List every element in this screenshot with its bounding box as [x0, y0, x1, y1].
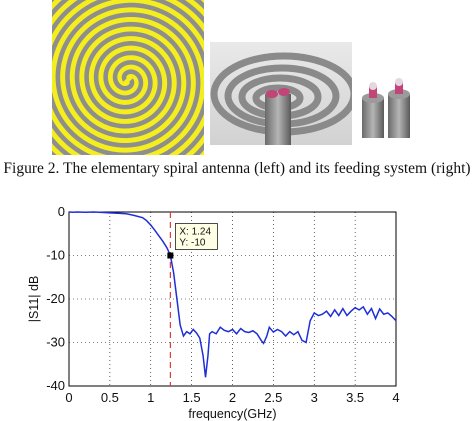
data-tip-x: X: 1.24: [179, 227, 211, 238]
coax-right-pin: [395, 82, 403, 94]
feed-pin-left: [266, 90, 278, 98]
plot-frame: [68, 211, 397, 387]
spiral-antenna-figure: [52, 0, 204, 155]
x-tick-label: 1.5: [183, 390, 201, 405]
feed-coax-bundle: [265, 94, 291, 145]
y-tick-labels: 0 -10 -20 -30 -40: [46, 204, 65, 393]
x-tick-labels: 0 0.5 1 1.5 2 2.5 3 3.5 4: [65, 390, 399, 405]
s11-chart: 0 0.5 1 1.5 2 2.5 3 3.5 4 0 -10 -20 -30 -40 X: 1.24 …: [27, 204, 400, 421]
spiral-arm-a: [52, 0, 204, 155]
x-tick-label: 0: [65, 390, 72, 405]
y-tick-label: -40: [46, 378, 65, 393]
coax-right-cable: [388, 94, 410, 138]
y-tick-label: -30: [46, 335, 65, 350]
x-tick-label: 3: [311, 390, 318, 405]
coax-left-pin: [369, 86, 377, 98]
x-tick-label: 2: [229, 390, 236, 405]
x-tick-label: 4: [392, 390, 399, 405]
x-tick-label: 2.5: [264, 390, 282, 405]
data-tip-box: [175, 223, 218, 250]
x-tick-label: 0.5: [101, 390, 119, 405]
x-axis-label: frequency(GHz): [188, 407, 276, 421]
figure-caption: Figure 2. The elementary spiral antenna …: [3, 160, 471, 177]
spiral-arm-b: [52, 0, 204, 155]
feeding-system-render: [210, 42, 352, 145]
y-tick-label: 0: [58, 204, 65, 219]
feed-pin-right: [278, 88, 290, 96]
coax-left-cable: [362, 98, 384, 138]
coax-left-pin-tip: [369, 82, 377, 90]
x-tick-label: 1: [147, 390, 154, 405]
y-tick-label: -10: [46, 248, 65, 263]
data-tip-y: Y: -10: [179, 238, 206, 249]
data-tip: X: 1.24 Y: -10: [175, 223, 218, 250]
x-tick-label: 3.5: [346, 390, 364, 405]
y-tick-label: -20: [46, 291, 65, 306]
coax-right-pin-tip: [395, 78, 403, 86]
y-axis-label: |S11| dB: [27, 276, 41, 323]
chart-grid: [69, 212, 396, 386]
s11-trace: [68, 211, 397, 378]
coax-feed-closeup: [362, 78, 410, 138]
data-marker: [167, 252, 174, 259]
